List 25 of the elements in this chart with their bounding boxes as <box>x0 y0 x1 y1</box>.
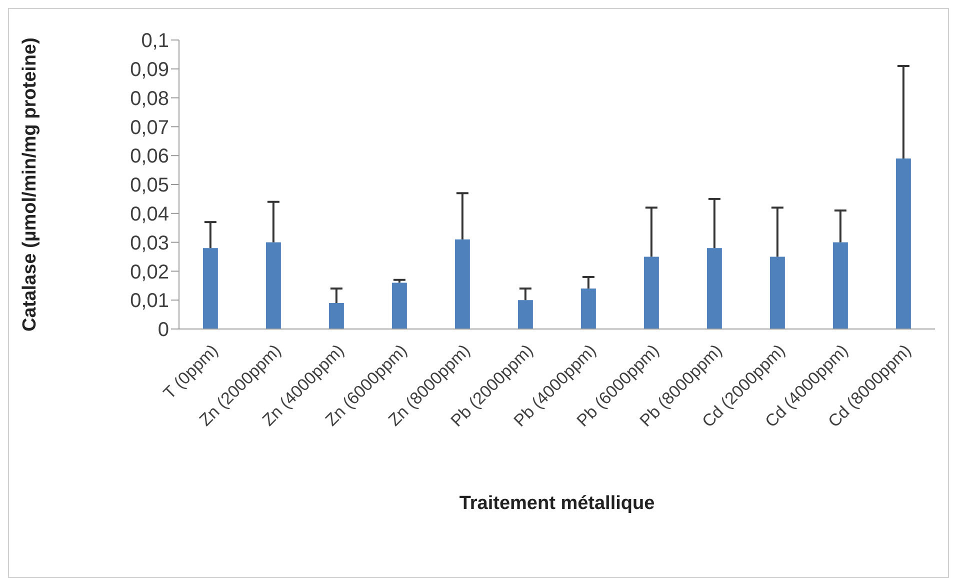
bar <box>518 300 533 329</box>
bar <box>328 302 344 329</box>
x-axis-title: Traitement métallique <box>459 493 655 514</box>
bar <box>832 242 848 329</box>
bar <box>392 282 407 329</box>
y-tick-label: 0,09 <box>130 59 169 81</box>
y-tick-label: 0,02 <box>130 261 169 284</box>
bar <box>266 242 281 329</box>
bar <box>580 288 596 329</box>
y-tick-label: 0,03 <box>130 232 169 254</box>
y-tick-label: 0,04 <box>130 204 169 226</box>
bar <box>896 158 911 329</box>
y-tick-label: 0,08 <box>130 88 169 110</box>
y-tick-label: 0,1 <box>141 30 169 52</box>
bar <box>644 256 659 329</box>
y-tick-label: 0,07 <box>130 116 169 139</box>
bar <box>770 256 785 329</box>
bar <box>202 248 218 329</box>
y-tick-label: 0,06 <box>130 146 169 168</box>
bar <box>706 248 722 329</box>
y-axis-title: Catalase (µmol/min/mg proteine) <box>20 38 41 332</box>
y-tick-label: 0,05 <box>130 174 169 197</box>
y-tick-label: 0 <box>158 319 169 342</box>
y-tick-label: 0,01 <box>130 290 169 312</box>
bar <box>454 239 470 329</box>
